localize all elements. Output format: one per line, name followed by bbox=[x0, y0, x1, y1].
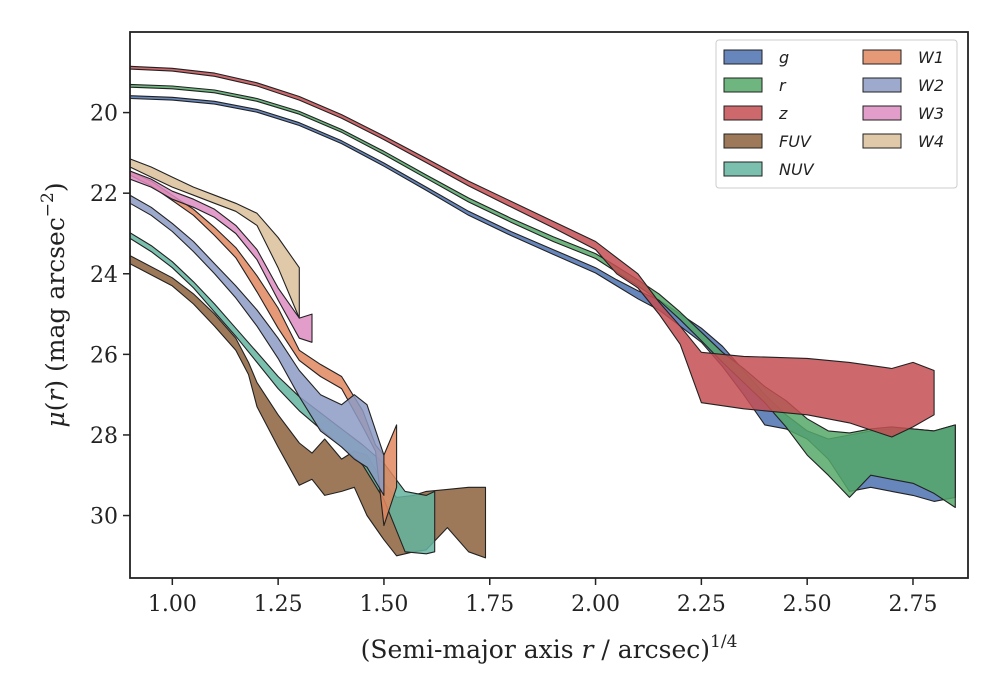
x-tick-label: 2.25 bbox=[677, 592, 726, 617]
y-tick-label: 24 bbox=[90, 263, 118, 288]
legend-swatch-w2 bbox=[862, 77, 902, 93]
legend-label-z: z bbox=[778, 104, 788, 123]
legend-swatch-g bbox=[723, 49, 763, 65]
series-band-w3 bbox=[130, 170, 313, 343]
legend-swatch-z bbox=[723, 105, 763, 121]
legend-swatch-w3 bbox=[862, 105, 902, 121]
y-tick-label: 22 bbox=[90, 182, 118, 207]
series-layer bbox=[130, 65, 956, 559]
legend-label-nuv: NUV bbox=[779, 160, 815, 179]
series-band-z bbox=[130, 65, 935, 438]
legend-label-w1: W1 bbox=[918, 48, 944, 67]
series-band-nuv bbox=[130, 232, 436, 555]
y-axis-label: μ(r) (mag arcsec−2) bbox=[38, 182, 70, 427]
legend-label-w4: W4 bbox=[918, 132, 944, 151]
x-tick-label: 2.50 bbox=[783, 592, 832, 617]
legend: grz FUV NUV W1 W2 W3 W4 bbox=[715, 39, 958, 189]
series-band-fuv bbox=[130, 255, 487, 559]
legend-label-r: r bbox=[779, 76, 787, 95]
legend-swatch-nuv bbox=[723, 161, 763, 177]
x-axis-label: (Semi-major axis r / arcsec)1/4 bbox=[361, 632, 738, 664]
x-tick-label: 1.25 bbox=[254, 592, 303, 617]
series-band-r bbox=[130, 83, 956, 509]
legend-label-w3: W3 bbox=[918, 104, 944, 123]
y-axis: 20 22 24 26 28 30 bbox=[90, 102, 130, 530]
legend-label-g: g bbox=[779, 48, 789, 67]
x-axis: 1.00 1.25 1.50 1.75 2.00 2.25 2.50 2.75 bbox=[148, 578, 937, 617]
y-tick-label: 30 bbox=[90, 505, 118, 530]
series-band-w4 bbox=[130, 158, 300, 319]
legend-swatch-w1 bbox=[862, 49, 902, 65]
series-band-w2 bbox=[130, 194, 385, 496]
legend-swatch-r bbox=[723, 77, 763, 93]
y-tick-label: 26 bbox=[90, 343, 118, 368]
plot-frame bbox=[129, 31, 969, 579]
x-tick-label: 1.75 bbox=[465, 592, 514, 617]
legend-swatch-w4 bbox=[862, 133, 902, 149]
x-tick-label: 1.00 bbox=[148, 592, 197, 617]
legend-label-fuv: FUV bbox=[779, 132, 812, 151]
x-tick-label: 1.50 bbox=[359, 592, 408, 617]
legend-swatch-fuv bbox=[723, 133, 763, 149]
legend-items: grz FUV NUV W1 W2 W3 W4 bbox=[723, 48, 944, 179]
y-tick-label: 20 bbox=[90, 102, 118, 127]
legend-label-w2: W2 bbox=[918, 76, 944, 95]
legend-box bbox=[715, 39, 958, 189]
x-tick-label: 2.00 bbox=[571, 592, 620, 617]
y-tick-label: 28 bbox=[90, 424, 118, 449]
x-tick-label: 2.75 bbox=[888, 592, 937, 617]
series-band-w1 bbox=[130, 170, 398, 527]
